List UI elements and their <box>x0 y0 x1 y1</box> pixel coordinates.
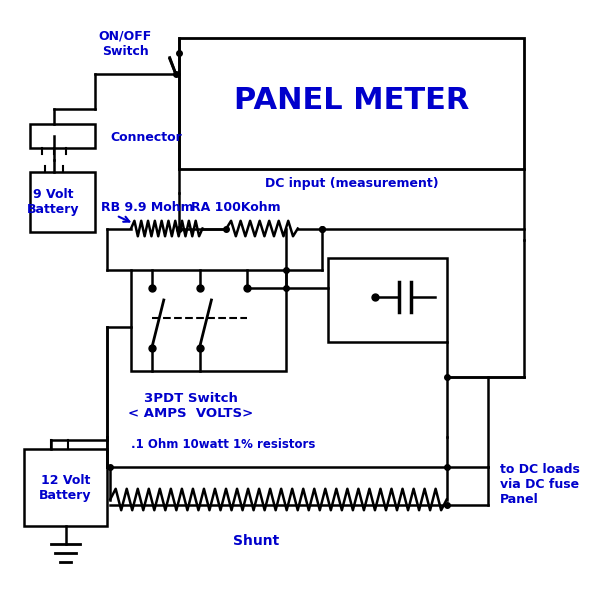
Bar <box>24 449 107 526</box>
Text: Connector: Connector <box>110 131 182 144</box>
Text: to DC loads
via DC fuse
Panel: to DC loads via DC fuse Panel <box>500 463 580 506</box>
Text: PANEL METER: PANEL METER <box>233 86 469 115</box>
Text: .1 Ohm 10watt 1% resistors: .1 Ohm 10watt 1% resistors <box>131 437 316 451</box>
Bar <box>131 270 286 371</box>
Bar <box>30 172 95 232</box>
Bar <box>179 38 524 169</box>
Text: DC input (measurement): DC input (measurement) <box>265 178 438 190</box>
Text: Shunt: Shunt <box>233 534 279 548</box>
Text: 12 Volt
Battery: 12 Volt Battery <box>39 473 92 502</box>
Text: RA 100Kohm: RA 100Kohm <box>191 200 280 214</box>
Text: 3PDT Switch
< AMPS  VOLTS>: 3PDT Switch < AMPS VOLTS> <box>128 392 253 421</box>
Text: ON/OFF
Switch: ON/OFF Switch <box>98 30 152 58</box>
Bar <box>30 124 95 148</box>
Text: 9 Volt
Battery: 9 Volt Battery <box>28 188 80 216</box>
Text: RB 9.9 Mohm: RB 9.9 Mohm <box>101 200 194 214</box>
Bar <box>328 259 446 341</box>
